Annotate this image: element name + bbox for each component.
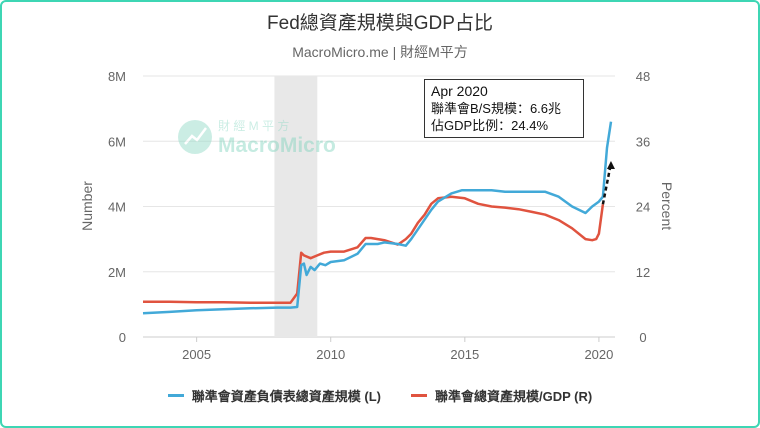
y-right-tick-label: 24 [636, 200, 650, 215]
x-tick-label: 2010 [316, 347, 345, 362]
x-tick-label: 2015 [450, 347, 479, 362]
y-right-tick-label: 0 [639, 330, 646, 345]
series-line-red [143, 195, 605, 304]
tooltip: Apr 2020 聯準會B/S規模：6.6兆 佔GDP比例：24.4% [424, 79, 584, 138]
y-right-tick-label: 36 [636, 134, 650, 149]
y-left-tick-label: 0 [119, 330, 126, 345]
watermark: 財 經 M 平 方 MacroMicro [178, 118, 336, 157]
y-right-ticks: 0 12 24 36 48 [636, 69, 650, 345]
y-left-tick-label: 2M [108, 265, 126, 280]
dashed-arrow-icon [606, 161, 615, 169]
y-left-tick-label: 8M [108, 69, 126, 84]
series-dashed-segment [601, 162, 613, 205]
legend-swatch-red [411, 394, 427, 397]
y-right-tick-label: 48 [636, 69, 650, 84]
legend: 聯準會資產負債表總資產規模 (L) 聯準會總資產規模/GDP (R) [0, 386, 760, 405]
x-ticks: 2005 2010 2015 2020 [182, 337, 613, 362]
recession-band [274, 76, 318, 337]
tooltip-line1: 聯準會B/S規模：6.6兆 [431, 101, 562, 116]
watermark-en: MacroMicro [218, 134, 336, 157]
legend-item-blue[interactable]: 聯準會資產負債表總資產規模 (L) [167, 386, 381, 405]
x-tick-label: 2005 [182, 347, 211, 362]
series-layer [142, 121, 615, 315]
watermark-cn: 財 經 M 平 方 [218, 118, 289, 133]
series-line-blue [142, 121, 613, 315]
grid [143, 75, 615, 338]
tooltip-line2: 佔GDP比例：24.4% [431, 118, 549, 133]
tooltip-date: Apr 2020 [431, 83, 488, 99]
legend-label-red: 聯準會總資產規模/GDP (R) [435, 389, 593, 404]
y-left-tick-label: 6M [108, 134, 126, 149]
y-left-tick-label: 4M [108, 200, 126, 215]
y-right-tick-label: 12 [636, 265, 650, 280]
y-left-ticks: 0 2M 4M 6M 8M [108, 69, 126, 345]
legend-label-blue: 聯準會資產負債表總資產規模 (L) [191, 389, 381, 404]
watermark-trend-icon [184, 127, 207, 145]
chart-subtitle: MacroMicro.me | 財經M平方 [292, 44, 468, 60]
y-axis-right-label: Percent [659, 182, 675, 230]
legend-item-red[interactable]: 聯準會總資產規模/GDP (R) [411, 386, 592, 405]
y-axis-left-label: Number [79, 181, 95, 231]
watermark-logo-icon [178, 120, 212, 154]
legend-swatch-blue [167, 394, 184, 397]
chart-title: Fed總資產規模與GDP占比 [267, 13, 493, 34]
x-tick-label: 2020 [584, 347, 613, 362]
